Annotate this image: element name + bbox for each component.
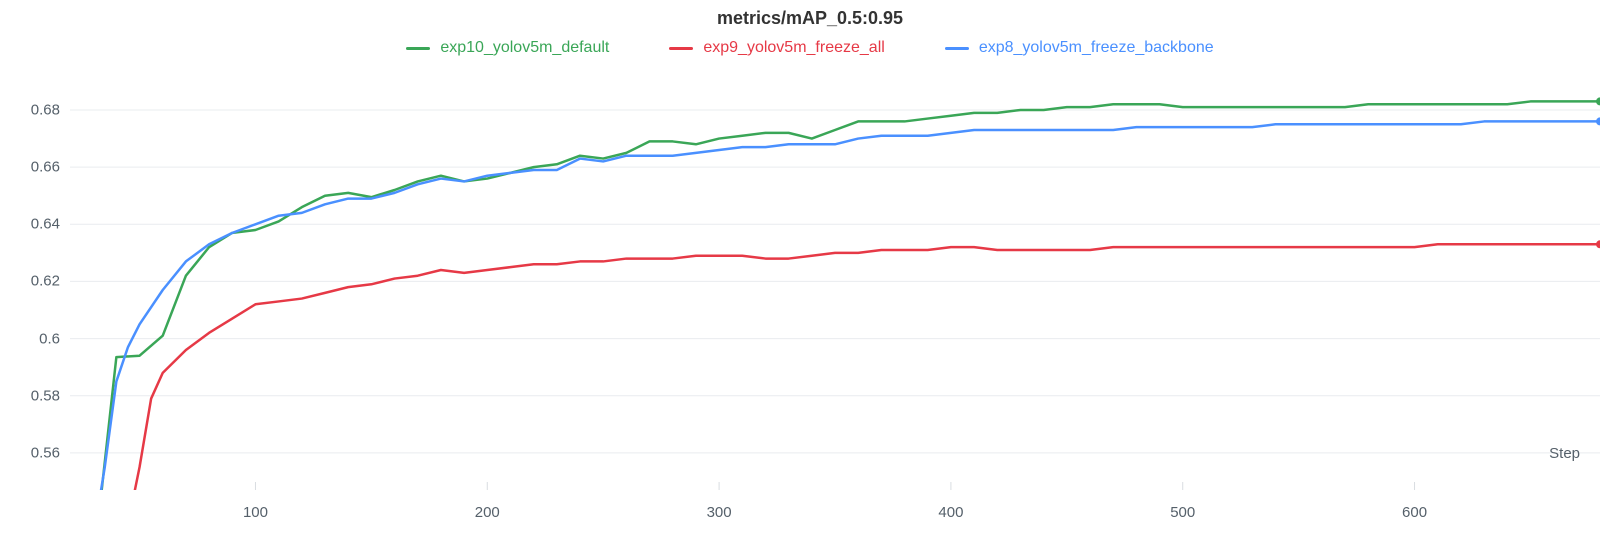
- legend-swatch: [945, 47, 969, 50]
- chart-svg: [70, 70, 1600, 490]
- x-axis-title: Step: [1549, 445, 1580, 462]
- chart-plot-area: Step 0.560.580.60.620.640.660.6810020030…: [70, 70, 1600, 490]
- legend-swatch: [669, 47, 693, 50]
- x-tick-label: 300: [707, 490, 732, 521]
- y-tick-label: 0.66: [31, 159, 70, 176]
- series-end-marker-exp10[interactable]: [1596, 97, 1600, 105]
- y-tick-label: 0.6: [39, 330, 70, 347]
- legend-label: exp10_yolov5m_default: [440, 39, 609, 57]
- y-tick-label: 0.56: [31, 444, 70, 461]
- legend-item-exp10[interactable]: exp10_yolov5m_default: [406, 39, 609, 57]
- x-tick-label: 400: [938, 490, 963, 521]
- x-tick-label: 100: [243, 490, 268, 521]
- legend-swatch: [406, 47, 430, 50]
- series-line-exp8[interactable]: [93, 121, 1600, 490]
- legend-label: exp9_yolov5m_freeze_all: [703, 39, 884, 57]
- y-tick-label: 0.62: [31, 273, 70, 290]
- chart-legend: exp10_yolov5m_default exp9_yolov5m_freeze…: [0, 39, 1620, 57]
- legend-label: exp8_yolov5m_freeze_backbone: [979, 39, 1214, 57]
- legend-item-exp9[interactable]: exp9_yolov5m_freeze_all: [669, 39, 884, 57]
- series-end-marker-exp8[interactable]: [1596, 117, 1600, 125]
- y-tick-label: 0.58: [31, 387, 70, 404]
- legend-item-exp8[interactable]: exp8_yolov5m_freeze_backbone: [945, 39, 1214, 57]
- chart-title: metrics/mAP_0.5:0.95: [0, 0, 1620, 29]
- series-line-exp10[interactable]: [93, 101, 1600, 490]
- y-tick-label: 0.68: [31, 102, 70, 119]
- series-end-marker-exp9[interactable]: [1596, 240, 1600, 248]
- y-tick-label: 0.64: [31, 216, 70, 233]
- x-tick-label: 500: [1170, 490, 1195, 521]
- x-tick-label: 200: [475, 490, 500, 521]
- x-tick-label: 600: [1402, 490, 1427, 521]
